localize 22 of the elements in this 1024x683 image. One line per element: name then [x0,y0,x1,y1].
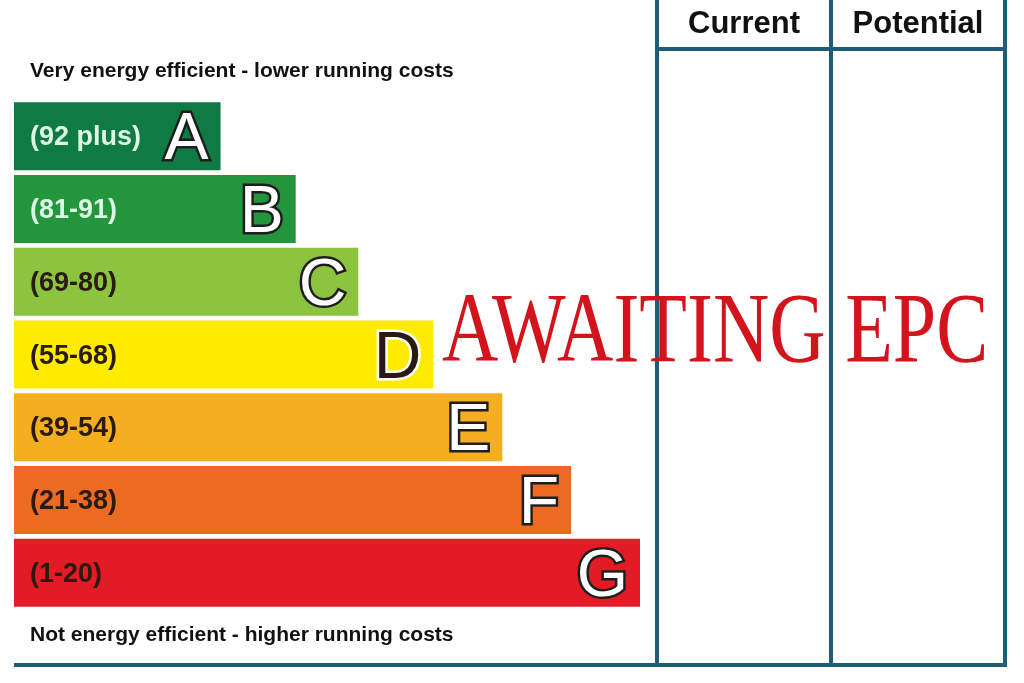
bar [14,247,359,316]
annotation: (1-20) [30,557,103,588]
bar [14,465,572,534]
y-tick-label: E [446,390,491,465]
annotation: (55-68) [30,339,118,370]
annotation: (69-80) [30,266,118,297]
annotation: (39-54) [30,412,118,443]
text: Very energy efficient - lower running costs [30,57,454,83]
y-tick-label: A [164,99,209,174]
text: Not energy efficient - higher running costs [30,621,454,647]
y-tick-label: B [239,172,284,247]
annotation: (81-91) [30,194,118,225]
annotation: (21-38) [30,484,118,515]
annotation: (92 plus) [30,121,142,152]
bar [14,538,640,607]
y-tick-label: G [576,535,628,610]
bar [14,393,503,462]
y-tick-label: D [373,317,422,392]
text: Current [687,4,801,42]
y-tick-label: F [518,462,560,537]
y-tick-label: C [298,244,347,319]
text: Potential [851,4,985,42]
